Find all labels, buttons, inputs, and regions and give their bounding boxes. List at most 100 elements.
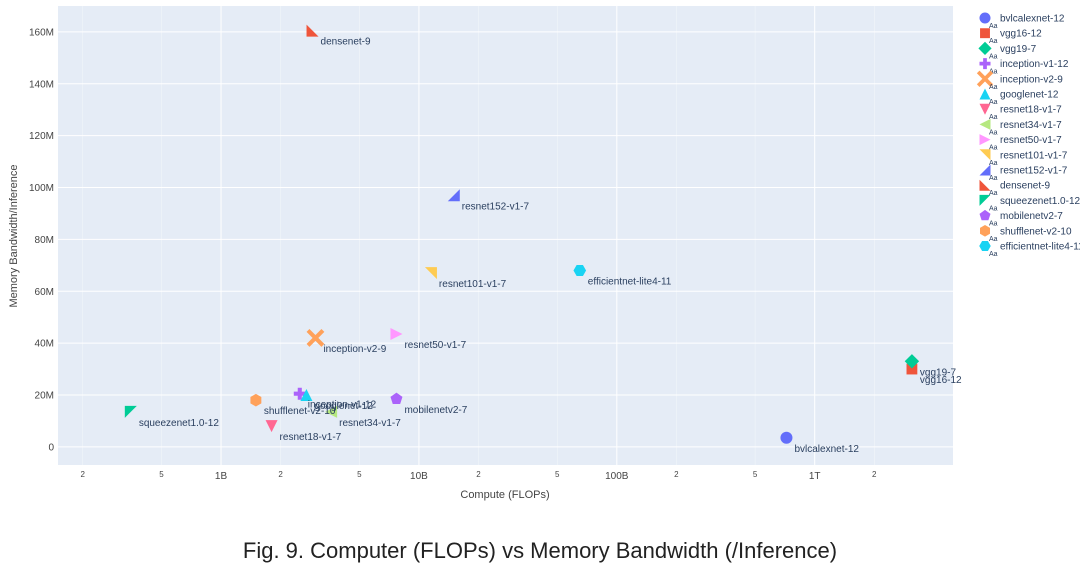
x-tick-label: 1T [809,471,821,482]
x-minor-tick-label: 2 [278,470,283,479]
legend-sublabel: Aa [989,205,998,212]
point-label: densenet-9 [321,37,371,48]
legend-sublabel: Aa [989,38,998,45]
x-minor-tick-label: 5 [357,470,362,479]
legend-item[interactable]: vgg19-7Aa [978,41,1037,61]
legend-label: efficientnet-lite4-11 [1000,242,1080,253]
x-minor-tick-label: 2 [872,470,877,479]
legend-marker-googlenet-12 [979,88,991,100]
legend-sublabel: Aa [989,69,998,76]
legend-marker-vgg19-7 [978,41,992,55]
data-point-inception-v1-12 [293,387,306,400]
legend-item[interactable]: resnet101-v1-7Aa [979,149,1068,167]
x-minor-tick-label: 5 [753,470,758,479]
data-point-resnet50-v1-7 [390,328,403,341]
legend-marker-inception-v2-9 [976,70,994,87]
data-point-resnet152-v1-7 [447,189,460,202]
point-label: resnet152-v1-7 [462,201,530,212]
data-point-inception-v2-9 [306,329,325,347]
y-tick-label: 80M [35,235,54,246]
point-label: inception-v1-12 [308,400,377,411]
legend-label: squeezenet1.0-12 [1000,196,1080,207]
legend-marker-resnet101-v1-7 [979,149,991,161]
legend-label: resnet18-v1-7 [1000,105,1062,116]
y-tick-label: 40M [35,339,54,350]
legend-item[interactable]: inception-v2-9Aa [976,70,1064,91]
point-label: inception-v2-9 [323,344,386,355]
figure-caption: Fig. 9. Computer (FLOPs) vs Memory Bandw… [242,538,838,563]
y-axis-title: Memory Bandwidth/Inference [8,164,20,307]
point-label: vgg19-7 [920,367,957,378]
legend-sublabel: Aa [989,129,998,136]
legend-item[interactable]: densenet-9Aa [979,179,1051,198]
legend-marker-shufflenet-v2-10 [980,225,990,237]
point-label: resnet34-v1-7 [339,418,401,429]
legend-marker-efficientnet-lite4-11 [979,241,991,251]
x-minor-tick-label: 5 [159,470,164,479]
x-minor-tick-label: 2 [80,470,85,479]
data-point-googlenet-12 [300,388,313,401]
data-point-densenet-9 [306,24,319,37]
legend-label: resnet34-v1-7 [1000,120,1062,131]
legend-marker-resnet18-v1-7 [979,103,991,115]
legend-sublabel: Aa [989,251,998,258]
legend-sublabel: Aa [989,145,998,152]
data-point-resnet101-v1-7 [424,267,437,280]
y-tick-label: 140M [29,79,54,90]
grid-lines [58,6,953,465]
legend-label: bvlcalexnet-12 [1000,14,1065,25]
legend-marker-vgg16-12 [980,28,990,39]
legend-label: resnet50-v1-7 [1000,135,1062,146]
scatter-chart: 0 20M 40M 60M 80M 100M 120M 140M 160M 1B 10B 100B 1T… [8,6,1080,501]
y-tick-label: 0 [48,442,54,453]
plot-background [58,6,953,465]
x-minor-tick-label: 2 [476,470,481,479]
legend-item[interactable]: resnet152-v1-7Aa [979,164,1068,183]
data-point-mobilenetv2-7 [390,392,403,404]
x-tick-label: 10B [410,471,428,482]
legend-item[interactable]: mobilenetv2-7Aa [979,209,1064,228]
x-tick-label: 1B [215,471,228,482]
legend-label: shufflenet-v2-10 [1000,226,1072,237]
data-point-vgg16-12 [906,363,918,375]
x-tick-label: 100B [605,471,629,482]
legend-sublabel: Aa [989,53,998,60]
legend-marker-densenet-9 [979,179,991,191]
point-label: squeezenet1.0-12 [139,418,220,429]
y-tick-label: 120M [29,131,54,142]
legend-label: inception-v2-9 [1000,74,1063,85]
legend-label: resnet101-v1-7 [1000,150,1068,161]
y-tick-label: 20M [35,390,54,401]
x-minor-tick-label: 5 [555,470,560,479]
legend-label: vgg19-7 [1000,44,1037,55]
data-point-squeezenet1.0-12 [124,405,137,418]
legend-item[interactable]: resnet50-v1-7Aa [979,134,1063,152]
x-axis-title: Compute (FLOPs) [460,489,549,501]
legend-label: inception-v1-12 [1000,59,1069,70]
legend-marker-inception-v1-12 [979,58,991,70]
point-label: resnet18-v1-7 [280,432,342,443]
legend-label: vgg16-12 [1000,29,1042,40]
legend: bvlcalexnet-12Aavgg16-12Aavgg19-7Aaincep… [976,12,1080,258]
data-point-bvlcalexnet-12 [780,431,793,444]
data-point-resnet34-v1-7 [325,405,338,418]
legend-marker-mobilenetv2-7 [979,209,991,221]
legend-item[interactable]: resnet34-v1-7Aa [979,118,1063,136]
legend-marker-resnet152-v1-7 [979,164,991,176]
legend-sublabel: Aa [989,236,998,243]
legend-item[interactable]: resnet18-v1-7Aa [979,103,1063,122]
point-label: efficientnet-lite4-11 [588,277,672,288]
legend-sublabel: Aa [989,190,998,197]
legend-sublabel: Aa [989,175,998,182]
legend-sublabel: Aa [989,221,998,228]
legend-label: googlenet-12 [1000,90,1059,101]
point-label: mobilenetv2-7 [404,405,467,416]
point-label: vgg16-12 [920,375,962,386]
